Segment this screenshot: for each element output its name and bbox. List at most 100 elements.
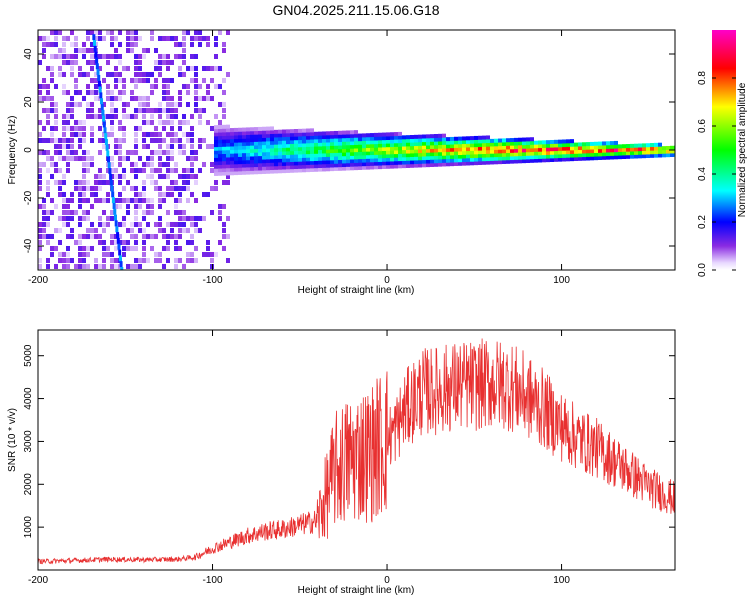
spectrogram-cell [314, 138, 318, 143]
spectrogram-cell [486, 153, 490, 158]
spectrogram-cell [42, 126, 46, 131]
spectrogram-cell [290, 168, 294, 173]
spectrogram-cell [178, 234, 182, 239]
spectrogram-cell [434, 155, 438, 160]
spectrogram-cell [250, 166, 254, 171]
spectrogram-cell [86, 186, 90, 191]
spectrogram-cell [46, 234, 50, 239]
spectrogram-cell [530, 144, 534, 149]
spectrogram-cell [38, 264, 42, 269]
spectrogram-cell [158, 186, 162, 191]
spectrogram-cell [114, 138, 118, 143]
spectrogram-cell [162, 174, 166, 179]
spectrogram-cell [542, 147, 546, 152]
spectrogram-cell [666, 149, 670, 154]
spectrogram-cell [210, 162, 214, 167]
spectrogram-cell [330, 159, 334, 164]
spectrogram-cell [362, 144, 366, 149]
spectrogram-cell [90, 30, 94, 35]
spectrogram-cell [498, 145, 502, 150]
spectrogram-cell [334, 141, 338, 146]
spectrogram-cell [62, 36, 66, 41]
spectrogram-cell [246, 156, 250, 161]
spectrogram-cell [530, 148, 534, 153]
spectrogram-cell [106, 192, 110, 197]
spectrogram-cell [414, 145, 418, 150]
spectrogram-cell [70, 96, 74, 101]
spectrogram-cell [534, 140, 538, 145]
spectrogram-cell [270, 158, 274, 163]
spectrogram-cell [38, 174, 42, 179]
spectrogram-cell [178, 54, 182, 59]
spectrogram-cell [646, 154, 650, 159]
spectrogram-cell [246, 138, 250, 143]
spectrogram-cell [82, 96, 86, 101]
spectrogram-cell [274, 140, 278, 145]
spectrogram-cell [222, 157, 226, 162]
spectrogram-cell [390, 161, 394, 166]
x-tick-label: -100 [203, 275, 223, 286]
spectrogram-cell [478, 146, 482, 151]
spectrogram-cell [586, 156, 590, 161]
spectrogram-cell [66, 252, 70, 257]
spectrogram-cell [342, 166, 346, 171]
spectrogram-cell [162, 234, 166, 239]
spectrogram-cell [258, 155, 262, 160]
spectrogram-cell [258, 134, 262, 139]
spectrogram-cell [366, 162, 370, 167]
spectrogram-cell [130, 246, 134, 251]
spectrogram-cell [402, 156, 406, 161]
spectrogram-cell [126, 180, 130, 185]
spectrogram-cell [358, 158, 362, 163]
spectrogram-cell [162, 162, 166, 167]
spectrogram-cell [362, 140, 366, 145]
spectrogram-cell [38, 258, 42, 263]
spectrogram-cell [130, 78, 134, 83]
spectrogram-cell [114, 108, 118, 113]
spectrogram-cell [115, 226, 119, 233]
spectrogram-cell [330, 149, 334, 154]
spectrogram-cell [90, 156, 94, 161]
spectrogram-cell [526, 144, 530, 149]
spectrogram-cell [118, 192, 122, 197]
spectrogram-cell [354, 151, 358, 156]
spectrogram-cell [214, 153, 218, 158]
spectrogram-cell [66, 126, 70, 131]
spectrogram-cell [42, 78, 46, 83]
spectrogram-cell [154, 66, 158, 71]
spectrogram-cell [218, 153, 222, 158]
spectrogram-cell [442, 133, 446, 138]
spectrogram-cell [546, 140, 550, 145]
spectrogram-cell [406, 142, 410, 147]
spectrogram-cell [138, 156, 142, 161]
spectrogram-cell [78, 120, 82, 125]
spectrogram-cell [106, 96, 110, 101]
spectrogram-cell [406, 145, 410, 150]
spectrogram-cell [266, 169, 270, 174]
spectrogram-cell [262, 166, 266, 171]
spectrogram-cell [266, 144, 270, 149]
spectrogram-cell [578, 142, 582, 147]
spectrogram-cell [110, 96, 114, 101]
spectrogram-cell [342, 148, 346, 153]
spectrogram-cell [106, 84, 110, 89]
spectrogram-cell [122, 108, 126, 113]
spectrogram-cell [62, 222, 66, 227]
spectrogram-cell [222, 168, 226, 173]
spectrogram-cell [154, 108, 158, 113]
spectrogram-cell [390, 153, 394, 158]
spectrogram-cell [150, 234, 154, 239]
spectrogram-cell [78, 138, 82, 143]
spectrogram-cell [138, 36, 142, 41]
spectrogram-cell [226, 160, 230, 165]
spectrogram-cell [78, 192, 82, 197]
spectrogram-cell [198, 42, 202, 47]
spectrogram-cell [434, 141, 438, 146]
spectrogram-cell [446, 140, 450, 145]
spectrogram-cell [150, 174, 154, 179]
spectrogram-cell [222, 171, 226, 176]
spectrogram-cell [82, 54, 86, 59]
spectrogram-cell [58, 228, 62, 233]
spectrogram-cell [610, 148, 614, 153]
spectrogram-cell [166, 192, 170, 197]
